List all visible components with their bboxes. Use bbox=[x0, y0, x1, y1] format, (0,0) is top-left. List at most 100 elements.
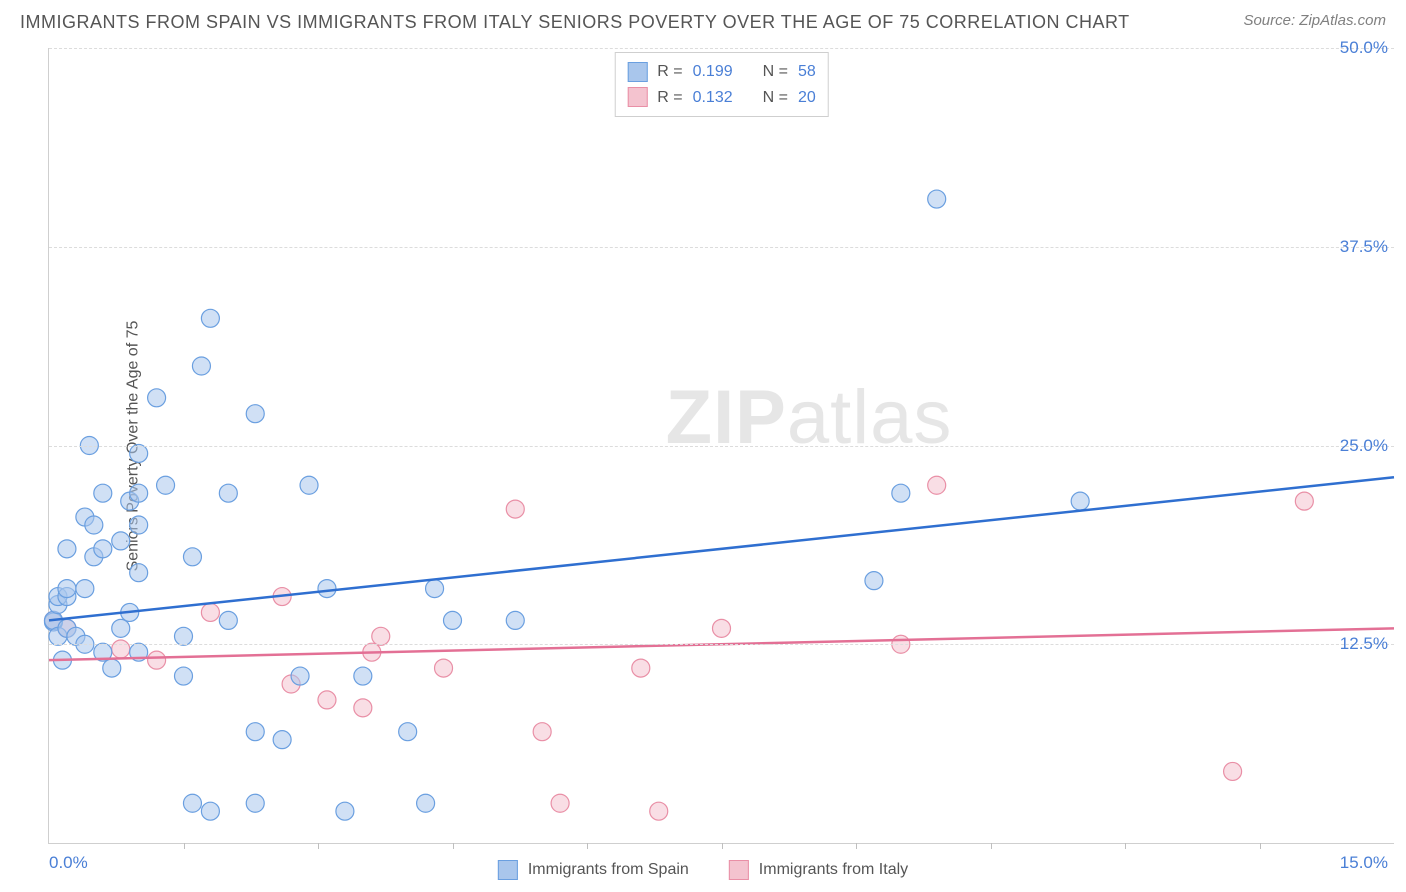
legend-swatch bbox=[627, 87, 647, 107]
data-point bbox=[650, 802, 668, 820]
legend-r-value: 0.132 bbox=[693, 85, 733, 111]
data-point bbox=[506, 500, 524, 518]
correlation-legend: R = 0.199 N = 58 R = 0.132 N = 20 bbox=[614, 52, 829, 117]
data-point bbox=[533, 723, 551, 741]
data-point bbox=[551, 794, 569, 812]
data-point bbox=[130, 444, 148, 462]
data-point bbox=[399, 723, 417, 741]
x-tick-mark bbox=[856, 843, 857, 849]
legend-label: Immigrants from Spain bbox=[528, 861, 689, 879]
x-tick-mark bbox=[1260, 843, 1261, 849]
data-point bbox=[713, 619, 731, 637]
y-tick-label: 50.0% bbox=[1340, 38, 1388, 58]
legend-r-label: R = bbox=[657, 59, 682, 85]
data-point bbox=[291, 667, 309, 685]
data-point bbox=[183, 794, 201, 812]
legend-n-value: 20 bbox=[798, 85, 816, 111]
data-point bbox=[76, 580, 94, 598]
data-point bbox=[336, 802, 354, 820]
data-point bbox=[444, 611, 462, 629]
data-point bbox=[246, 794, 264, 812]
y-tick-label: 12.5% bbox=[1340, 634, 1388, 654]
y-tick-label: 25.0% bbox=[1340, 436, 1388, 456]
gridline bbox=[49, 247, 1394, 248]
data-point bbox=[273, 731, 291, 749]
x-axis-min-label: 0.0% bbox=[49, 853, 88, 873]
data-point bbox=[219, 484, 237, 502]
source-label: Source: ZipAtlas.com bbox=[1243, 12, 1386, 29]
data-point bbox=[354, 667, 372, 685]
header: IMMIGRANTS FROM SPAIN VS IMMIGRANTS FROM… bbox=[0, 0, 1406, 33]
legend-r-value: 0.199 bbox=[693, 59, 733, 85]
legend-swatch bbox=[729, 860, 749, 880]
data-point bbox=[318, 691, 336, 709]
data-point bbox=[892, 484, 910, 502]
data-point bbox=[201, 802, 219, 820]
data-point bbox=[175, 627, 193, 645]
data-point bbox=[175, 667, 193, 685]
data-point bbox=[865, 572, 883, 590]
data-point bbox=[246, 405, 264, 423]
data-point bbox=[112, 640, 130, 658]
data-point bbox=[246, 723, 264, 741]
chart-area: ZIPatlas R = 0.199N = 58R = 0.132N = 20 … bbox=[48, 48, 1394, 844]
legend-item: Immigrants from Spain bbox=[498, 860, 689, 880]
x-tick-mark bbox=[587, 843, 588, 849]
data-point bbox=[928, 476, 946, 494]
data-point bbox=[1224, 762, 1242, 780]
data-point bbox=[300, 476, 318, 494]
data-point bbox=[94, 540, 112, 558]
data-point bbox=[94, 484, 112, 502]
data-point bbox=[435, 659, 453, 677]
data-point bbox=[112, 619, 130, 637]
gridline bbox=[49, 446, 1394, 447]
x-tick-mark bbox=[1125, 843, 1126, 849]
x-tick-mark bbox=[722, 843, 723, 849]
data-point bbox=[1071, 492, 1089, 510]
data-point bbox=[58, 580, 76, 598]
data-point bbox=[58, 540, 76, 558]
legend-item: Immigrants from Italy bbox=[729, 860, 908, 880]
data-point bbox=[157, 476, 175, 494]
data-point bbox=[354, 699, 372, 717]
legend-r-label: R = bbox=[657, 85, 682, 111]
data-point bbox=[372, 627, 390, 645]
data-point bbox=[130, 564, 148, 582]
legend-swatch bbox=[498, 860, 518, 880]
trend-line bbox=[49, 477, 1394, 620]
data-point bbox=[148, 651, 166, 669]
y-tick-label: 37.5% bbox=[1340, 237, 1388, 257]
data-point bbox=[632, 659, 650, 677]
x-tick-mark bbox=[453, 843, 454, 849]
legend-swatch bbox=[627, 62, 647, 82]
data-point bbox=[201, 309, 219, 327]
data-point bbox=[201, 603, 219, 621]
data-point bbox=[130, 484, 148, 502]
data-point bbox=[506, 611, 524, 629]
data-point bbox=[219, 611, 237, 629]
legend-n-label: N = bbox=[763, 85, 788, 111]
legend-row: R = 0.132 N = 20 bbox=[627, 85, 816, 111]
data-point bbox=[417, 794, 435, 812]
chart-title: IMMIGRANTS FROM SPAIN VS IMMIGRANTS FROM… bbox=[20, 12, 1130, 33]
x-tick-mark bbox=[184, 843, 185, 849]
series-legend: Immigrants from Spain Immigrants from Ita… bbox=[498, 860, 908, 880]
data-point bbox=[112, 532, 130, 550]
gridline bbox=[49, 644, 1394, 645]
x-tick-mark bbox=[318, 843, 319, 849]
data-point bbox=[318, 580, 336, 598]
data-point bbox=[148, 389, 166, 407]
legend-row: R = 0.199 N = 58 bbox=[627, 59, 816, 85]
legend-label: Immigrants from Italy bbox=[759, 861, 908, 879]
data-point bbox=[103, 659, 121, 677]
data-point bbox=[192, 357, 210, 375]
data-point bbox=[1295, 492, 1313, 510]
gridline bbox=[49, 48, 1394, 49]
data-point bbox=[426, 580, 444, 598]
data-point bbox=[130, 516, 148, 534]
legend-n-label: N = bbox=[763, 59, 788, 85]
data-point bbox=[183, 548, 201, 566]
data-point bbox=[85, 516, 103, 534]
data-point bbox=[928, 190, 946, 208]
legend-n-value: 58 bbox=[798, 59, 816, 85]
